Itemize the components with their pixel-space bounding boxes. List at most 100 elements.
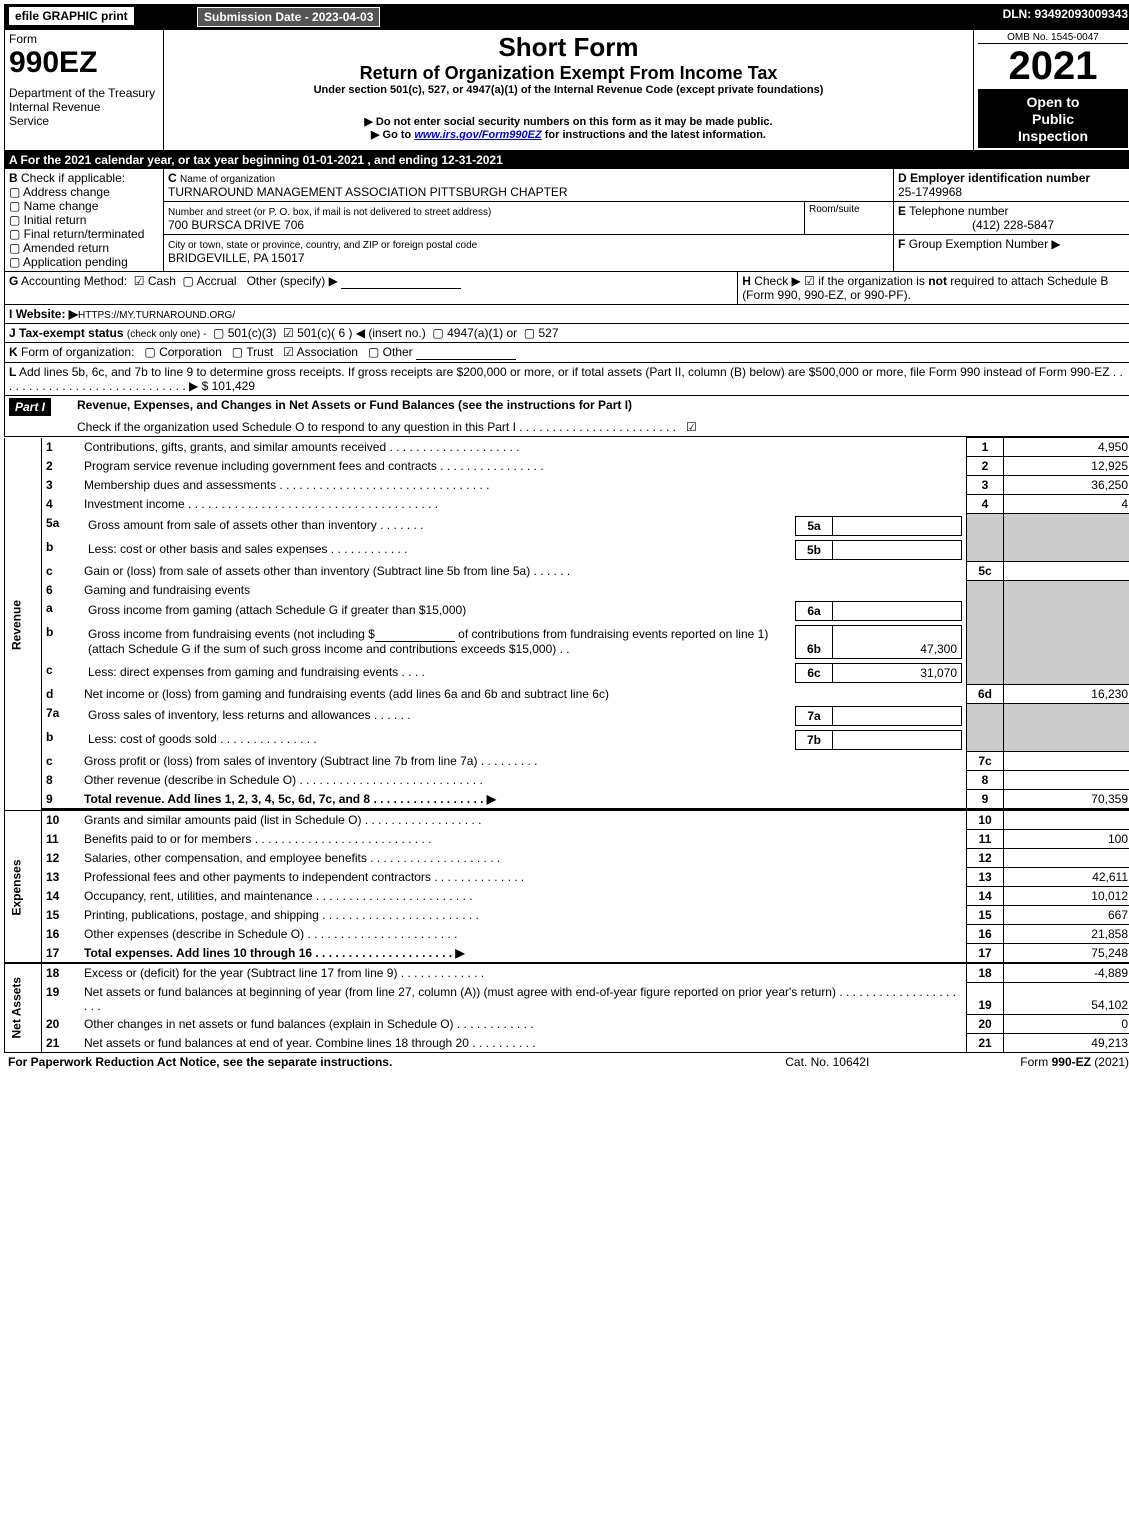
line-8-text: Other revenue (describe in Schedule O) .… bbox=[80, 771, 967, 790]
line-12-val bbox=[1004, 849, 1129, 868]
other-option[interactable]: Other (specify) ▶ bbox=[247, 274, 338, 288]
line-21-text: Net assets or fund balances at end of ye… bbox=[80, 1034, 967, 1053]
city-label: City or town, state or province, country… bbox=[168, 240, 477, 251]
line-2-val: 12,925 bbox=[1004, 457, 1129, 476]
checkbox-name-change[interactable]: ▢ Name change bbox=[9, 199, 159, 213]
line-14-no: 14 bbox=[42, 887, 81, 906]
line-11-rn: 11 bbox=[967, 830, 1004, 849]
k-other[interactable]: Other bbox=[383, 345, 413, 359]
website-value[interactable]: HTTPS://MY.TURNAROUND.ORG/ bbox=[78, 310, 235, 321]
efile-button[interactable]: efile GRAPHIC print bbox=[9, 7, 134, 25]
l-text: Add lines 5b, 6c, and 7b to line 9 to de… bbox=[9, 365, 1123, 393]
line-17-rn: 17 bbox=[967, 944, 1004, 964]
form-header: Form 990EZ Department of the Treasury In… bbox=[4, 30, 1129, 151]
line-2-rn: 2 bbox=[967, 457, 1004, 476]
short-form-title: Short Form bbox=[168, 32, 969, 63]
line-15-rn: 15 bbox=[967, 906, 1004, 925]
e-label: Telephone number bbox=[909, 204, 1008, 218]
street-value: 700 BURSCA DRIVE 706 bbox=[168, 218, 304, 232]
line-20-no: 20 bbox=[42, 1015, 81, 1034]
line-17-text: Total expenses. Add lines 10 through 16 … bbox=[80, 944, 967, 964]
line-6a-text: Gross income from gaming (attach Schedul… bbox=[84, 601, 796, 620]
tax-year: 2021 bbox=[978, 43, 1128, 90]
line-5b-inner-no: 5b bbox=[796, 540, 833, 559]
netassets-side-label: Net Assets bbox=[5, 963, 42, 1053]
line-19-text: Net assets or fund balances at beginning… bbox=[80, 983, 967, 1015]
k-trust[interactable]: Trust bbox=[246, 345, 273, 359]
line-15-val: 667 bbox=[1004, 906, 1129, 925]
line-6d-text: Net income or (loss) from gaming and fun… bbox=[80, 685, 967, 704]
part-i-label: Part I bbox=[9, 398, 51, 416]
line-7b-inner-no: 7b bbox=[796, 730, 833, 749]
line-3-val: 36,250 bbox=[1004, 476, 1129, 495]
line-2-no: 2 bbox=[42, 457, 81, 476]
line-15-no: 15 bbox=[42, 906, 81, 925]
line-5c-rn: 5c bbox=[967, 562, 1004, 581]
line-19-val: 54,102 bbox=[1004, 983, 1129, 1015]
line-5a-no: 5a bbox=[42, 514, 81, 538]
line-4-val: 4 bbox=[1004, 495, 1129, 514]
page-footer: For Paperwork Reduction Act Notice, see … bbox=[4, 1053, 1129, 1071]
line-12-rn: 12 bbox=[967, 849, 1004, 868]
line-6a-no: a bbox=[42, 599, 81, 623]
line-6b-inner-no: 6b bbox=[796, 625, 833, 658]
accrual-option[interactable]: Accrual bbox=[197, 274, 237, 288]
form-number: 990EZ bbox=[9, 46, 159, 80]
cash-option[interactable]: Cash bbox=[148, 274, 176, 288]
line-15-text: Printing, publications, postage, and shi… bbox=[80, 906, 967, 925]
org-name: TURNAROUND MANAGEMENT ASSOCIATION PITTSB… bbox=[168, 185, 568, 199]
line-17-no: 17 bbox=[42, 944, 81, 964]
g-h-block: G Accounting Method: ☑ Cash ▢ Accrual Ot… bbox=[4, 272, 1129, 305]
j-501c3[interactable]: 501(c)(3) bbox=[228, 326, 277, 340]
line-11-text: Benefits paid to or for members . . . . … bbox=[80, 830, 967, 849]
line-16-no: 16 bbox=[42, 925, 81, 944]
line-6c-inner-val: 31,070 bbox=[833, 663, 962, 682]
instructions-link-line: ▶ Go to www.irs.gov/Form990EZ for instru… bbox=[168, 128, 969, 141]
top-bar: efile GRAPHIC print Submission Date - 20… bbox=[4, 4, 1129, 30]
irs-link[interactable]: www.irs.gov/Form990EZ bbox=[414, 129, 541, 141]
phone-value: (412) 228-5847 bbox=[898, 218, 1128, 232]
line-12-no: 12 bbox=[42, 849, 81, 868]
line-1-no: 1 bbox=[42, 438, 81, 457]
submission-date-badge: Submission Date - 2023-04-03 bbox=[197, 7, 380, 27]
checkbox-amended-return[interactable]: ▢ Amended return bbox=[9, 241, 159, 255]
line-16-val: 21,858 bbox=[1004, 925, 1129, 944]
line-1-text: Contributions, gifts, grants, and simila… bbox=[80, 438, 967, 457]
line-18-text: Excess or (deficit) for the year (Subtra… bbox=[80, 963, 967, 983]
street-label: Number and street (or P. O. box, if mail… bbox=[168, 207, 491, 218]
line-4-text: Investment income . . . . . . . . . . . … bbox=[80, 495, 967, 514]
ein-value: 25-1749968 bbox=[898, 185, 962, 199]
line-5c-val bbox=[1004, 562, 1129, 581]
j-501c[interactable]: 501(c)( 6 ) ◀ (insert no.) bbox=[297, 326, 426, 340]
checkbox-initial-return[interactable]: ▢ Initial return bbox=[9, 213, 159, 227]
j-4947[interactable]: 4947(a)(1) or bbox=[447, 326, 517, 340]
line-14-text: Occupancy, rent, utilities, and maintena… bbox=[80, 887, 967, 906]
line-7b-text: Less: cost of goods sold . . . . . . . .… bbox=[84, 730, 796, 749]
l-value: 101,429 bbox=[212, 379, 255, 393]
line-20-val: 0 bbox=[1004, 1015, 1129, 1034]
k-corp[interactable]: Corporation bbox=[159, 345, 222, 359]
line-3-rn: 3 bbox=[967, 476, 1004, 495]
line-8-rn: 8 bbox=[967, 771, 1004, 790]
line-7a-no: 7a bbox=[42, 704, 81, 728]
line-6c-inner-no: 6c bbox=[796, 663, 833, 682]
footer-center: Cat. No. 10642I bbox=[741, 1053, 914, 1071]
line-7c-rn: 7c bbox=[967, 752, 1004, 771]
line-10-val bbox=[1004, 811, 1129, 830]
j-527[interactable]: 527 bbox=[538, 326, 558, 340]
checkbox-final-return[interactable]: ▢ Final return/terminated bbox=[9, 227, 159, 241]
f-label: Group Exemption Number ▶ bbox=[909, 237, 1061, 251]
line-10-rn: 10 bbox=[967, 811, 1004, 830]
k-assoc[interactable]: Association bbox=[297, 345, 358, 359]
line-6a-inner-val bbox=[833, 601, 962, 620]
line-6-no: 6 bbox=[42, 581, 81, 599]
checkbox-address-change[interactable]: ▢ Address change bbox=[9, 185, 159, 199]
checkbox-application-pending[interactable]: ▢ Application pending bbox=[9, 255, 159, 269]
open-to-public-badge: Open to Public Inspection bbox=[978, 90, 1128, 148]
line-7a-text: Gross sales of inventory, less returns a… bbox=[84, 706, 796, 725]
subtitle: Under section 501(c), 527, or 4947(a)(1)… bbox=[168, 84, 969, 96]
main-title: Return of Organization Exempt From Incom… bbox=[168, 63, 969, 84]
line-21-rn: 21 bbox=[967, 1034, 1004, 1053]
line-14-rn: 14 bbox=[967, 887, 1004, 906]
line-18-rn: 18 bbox=[967, 963, 1004, 983]
